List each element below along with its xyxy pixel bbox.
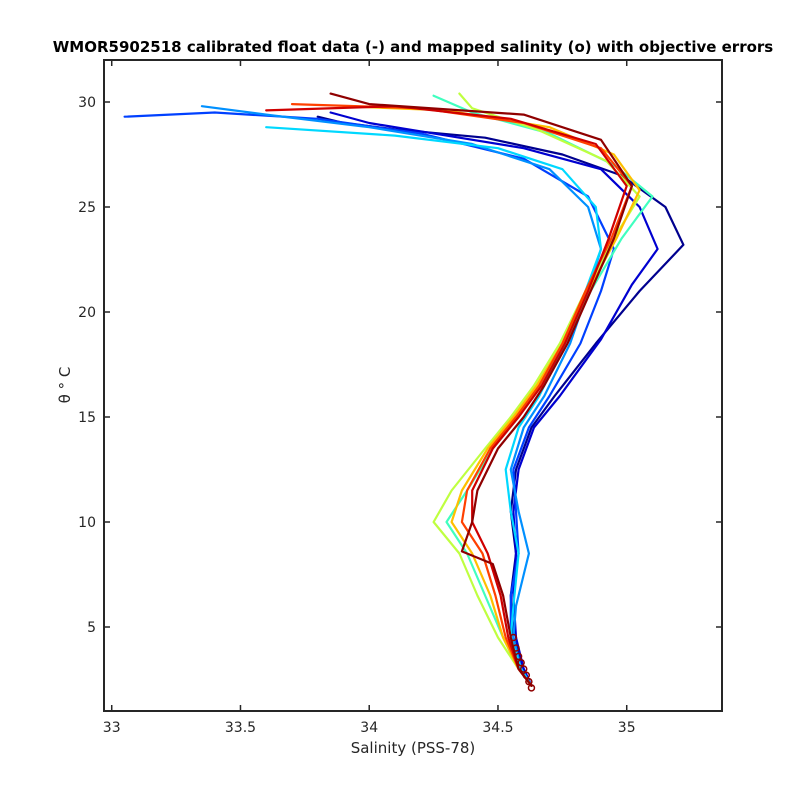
y-axis-label: θ ° C: [56, 367, 74, 404]
mapped-point-4: [519, 665, 528, 673]
mapped-point-3: [522, 671, 531, 680]
x-tick-label: 33: [103, 720, 121, 736]
y-tick-label: 30: [78, 95, 96, 111]
mapped-points-layer: [509, 633, 536, 692]
chart-title: WMOR5902518 calibrated float data (-) an…: [53, 38, 774, 56]
x-tick-label: 34.5: [482, 720, 513, 736]
axes-box: [103, 59, 723, 712]
series-line-6: [432, 94, 654, 687]
x-axis: 33 33.5 34 34.5 35: [103, 60, 636, 736]
series-line-10: [265, 105, 628, 687]
y-tick-label: 20: [78, 305, 96, 321]
series-line-8: [342, 105, 641, 687]
series-layer: [123, 92, 685, 687]
mapped-point-6: [514, 652, 523, 661]
series-line-7: [432, 92, 641, 687]
x-tick-label: 35: [618, 720, 636, 736]
x-axis-label: Salinity (PSS-78): [351, 739, 476, 757]
series-line-3: [123, 111, 616, 687]
series-line-5: [265, 126, 603, 687]
x-tick-label: 33.5: [225, 720, 256, 736]
mapped-point-2: [525, 677, 533, 686]
mapped-point-7: [512, 644, 520, 652]
series-line-4: [200, 105, 603, 687]
mapped-point-5: [517, 658, 525, 667]
y-tick-label: 15: [78, 410, 96, 426]
y-tick-label: 25: [78, 200, 96, 216]
series-line-9: [290, 102, 634, 687]
series-line-11: [329, 92, 634, 687]
x-tick-label: 34: [360, 720, 378, 736]
mapped-point-8: [509, 633, 518, 642]
series-line-2: [329, 111, 659, 687]
y-tick-label: 5: [87, 620, 96, 636]
y-axis: 5 10 15 20 25 30: [78, 95, 722, 636]
mapped-point-1: [527, 684, 536, 692]
y-tick-label: 10: [78, 515, 96, 531]
